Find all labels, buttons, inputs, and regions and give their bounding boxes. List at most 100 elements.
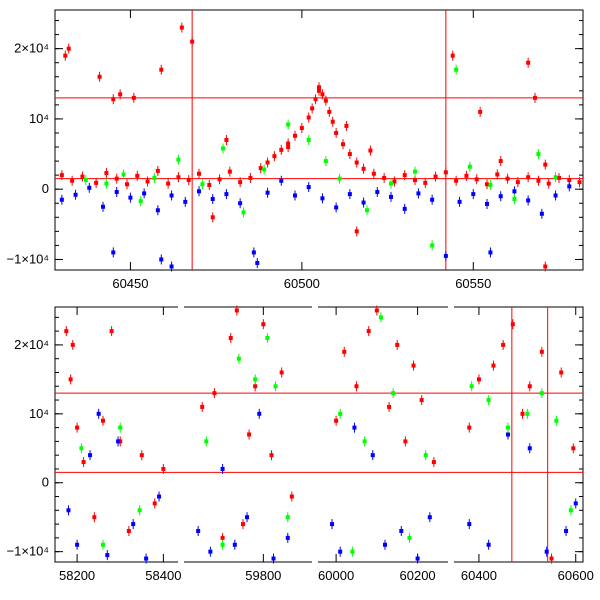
data-point [253,384,258,389]
data-point [104,181,109,186]
data-point [131,95,136,100]
data-point [253,377,258,382]
data-point [138,199,143,204]
data-point [382,175,387,180]
data-point [512,189,517,194]
data-point [520,411,525,416]
data-point [525,411,530,416]
data-point [265,190,270,195]
data-point [271,556,276,561]
data-point [392,179,397,184]
data-point [118,92,123,97]
data-point [313,97,318,102]
data-point [210,215,215,220]
data-point [366,329,371,334]
data-point [128,195,133,200]
data-point [63,53,68,58]
data-point [247,432,252,437]
data-point [549,556,554,561]
data-point [204,439,209,444]
data-point [407,535,412,540]
data-point [111,250,116,255]
reference-lines [55,10,583,270]
data-point [415,556,420,561]
data-point [320,92,325,97]
data-point [152,175,157,180]
data-point [368,148,373,153]
data-point [238,201,243,206]
data-point [248,175,253,180]
y-axis: −1×10⁴ 0 10⁴ 2×10⁴ [7,316,583,559]
data-point [338,411,343,416]
data-point [279,178,284,183]
data-point [212,391,217,396]
data-point [467,522,472,527]
data-point [114,190,119,194]
data-point [539,349,544,354]
data-point [139,453,144,458]
data-point [403,439,408,444]
data-point [66,508,71,513]
data-point [183,199,188,204]
data-point [88,453,93,458]
data-point [220,542,225,547]
series-red [64,305,576,564]
data-point [454,178,459,183]
y-tick-label: 2×10⁴ [14,41,49,56]
data-point [527,384,532,389]
data-point [411,363,416,368]
data-point [486,398,491,403]
data-point [378,315,383,320]
series-blue [66,408,578,564]
data-point [200,404,205,409]
data-point [338,549,343,554]
data-point [564,528,569,533]
data-point [423,180,428,185]
data-point [478,109,483,114]
data-point [310,106,315,111]
data-point [306,115,311,120]
data-point [293,133,297,138]
data-point [454,67,459,72]
data-point [471,192,476,197]
x-tick-label: 60550 [455,276,491,291]
data-point [232,542,237,547]
data-point [261,322,266,327]
data-point [334,205,339,210]
data-point [257,411,262,416]
x-tick-label: 60450 [112,276,148,291]
data-point [224,192,229,197]
data-point [317,85,321,90]
data-point [567,178,572,183]
x-axis: 60450 60500 60550 [112,10,491,291]
data-point [176,175,181,180]
data-point [97,74,102,79]
data-point [544,549,549,554]
data-point [176,157,181,162]
data-point [546,181,551,186]
data-point [73,192,78,197]
data-point [423,453,428,458]
data-point [285,515,290,520]
data-point [515,180,520,185]
data-point [80,174,85,179]
plot-frame [54,306,584,563]
data-point [402,173,407,178]
data-point [416,191,421,196]
data-point [491,363,496,368]
data-point [155,208,160,213]
series-green [79,312,573,557]
data-point [159,257,164,262]
data-point [510,322,515,327]
data-point [236,356,241,361]
data-point [467,425,472,430]
data-point [118,425,123,430]
data-point [186,178,191,183]
data-point [469,384,474,389]
y-axis: −1×10⁴ 0 10⁴ 2×10⁴ [7,20,583,266]
y-tick-label: 10⁴ [29,406,49,421]
x-tick-label: 60500 [284,276,320,291]
data-point [207,182,212,187]
data-point [255,260,260,265]
data-point [145,179,150,184]
